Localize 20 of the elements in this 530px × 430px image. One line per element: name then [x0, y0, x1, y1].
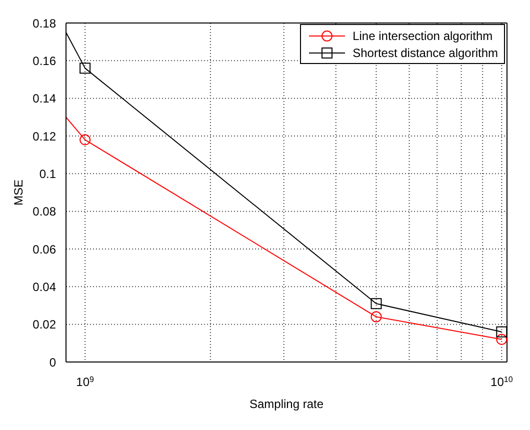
y-tick-label: 0.04 [32, 280, 56, 294]
x-tick-label: 10$^{9}$ [76, 374, 95, 389]
point [80, 134, 91, 146]
point [80, 62, 91, 74]
y-tick-label: 0.02 [32, 318, 56, 332]
point [496, 334, 507, 345]
y-axis-title: MSE [11, 179, 26, 206]
x-tick-label: 10$^{10}$ [490, 374, 514, 389]
point [496, 326, 507, 338]
legend-label: Shortest distance algorithm [352, 46, 498, 60]
legend-label: Line intersection algorithm [352, 28, 493, 42]
y-tick-label: 0.06 [32, 242, 56, 256]
x-axis-title: Sampling rate [249, 397, 324, 411]
y-tick-label: 0.12 [32, 129, 56, 144]
y-tick-label: 0.16 [32, 54, 56, 68]
y-tick-label: 0.14 [32, 92, 56, 106]
y-tick-label: 0.1 [39, 166, 56, 181]
y-tick-label: 0 [49, 355, 56, 370]
y-tick-label: 0.18 [32, 16, 56, 30]
y-tick-label: 0.08 [32, 204, 56, 219]
